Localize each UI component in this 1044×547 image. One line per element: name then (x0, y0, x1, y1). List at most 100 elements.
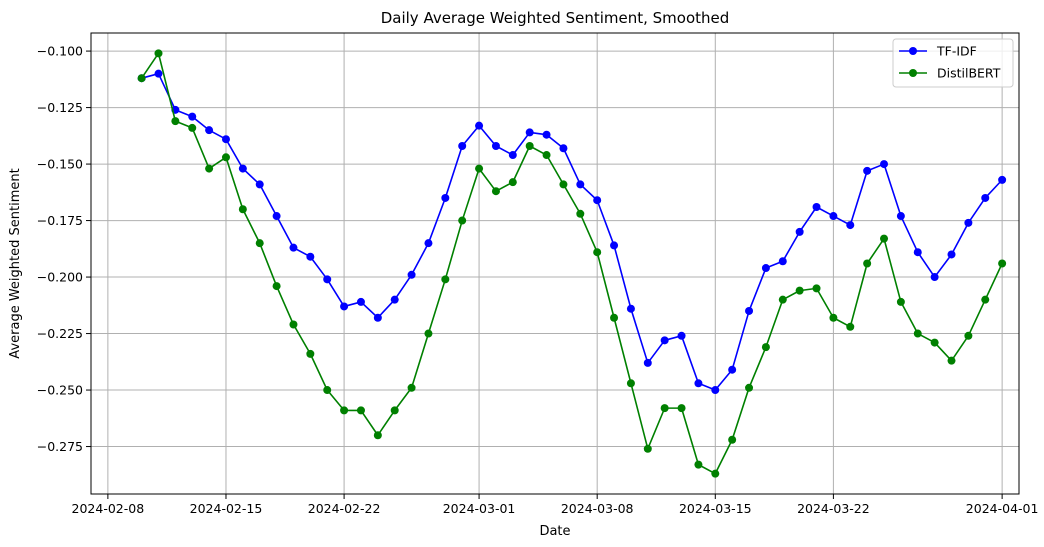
data-point-tfidf (593, 196, 602, 205)
data-point-distilbert (913, 329, 922, 338)
data-point-distilbert (863, 259, 872, 268)
data-point-tfidf (761, 264, 770, 273)
series-line-distilbert (140, 52, 1003, 475)
data-point-tfidf (610, 241, 619, 250)
x-tick-label: 2024-03-01 (443, 501, 516, 516)
data-point-distilbert (491, 187, 500, 196)
data-point-distilbert (238, 205, 247, 214)
data-point-tfidf (930, 273, 939, 282)
y-tick-label: −0.150 (37, 157, 83, 172)
data-point-distilbert (188, 123, 197, 132)
data-point-distilbert (154, 49, 163, 58)
chart-title: Daily Average Weighted Sentiment, Smooth… (381, 9, 730, 27)
legend-distilbert-label: DistilBERT (937, 66, 1001, 81)
x-tick-label: 2024-03-15 (679, 501, 752, 516)
data-point-distilbert (508, 178, 517, 187)
data-point-tfidf (441, 193, 450, 202)
y-tick-label: −0.100 (37, 44, 83, 59)
data-point-tfidf (188, 112, 197, 121)
data-point-tfidf (660, 336, 669, 345)
data-point-tfidf (896, 212, 905, 221)
data-point-tfidf (306, 252, 315, 261)
data-point-distilbert (424, 329, 433, 338)
data-point-tfidf (373, 313, 382, 322)
y-tick-label: −0.225 (37, 326, 83, 341)
data-point-distilbert (593, 248, 602, 257)
data-point-distilbert (778, 295, 787, 304)
x-tick-label: 2024-02-22 (308, 501, 381, 516)
data-point-tfidf (272, 212, 281, 221)
series-line-tfidf (141, 72, 1003, 391)
x-tick-label: 2024-04-01 (966, 501, 1039, 516)
data-point-tfidf (880, 160, 889, 169)
data-point-distilbert (728, 435, 737, 444)
data-point-distilbert (880, 234, 889, 243)
data-point-tfidf (458, 141, 467, 150)
data-point-tfidf (491, 141, 500, 150)
data-point-distilbert (475, 164, 484, 173)
data-point-tfidf (390, 295, 399, 304)
series-layer (137, 49, 1007, 478)
data-point-distilbert (711, 469, 720, 478)
data-point-distilbert (323, 386, 332, 395)
legend-tfidf-marker (909, 47, 917, 55)
data-point-tfidf (846, 221, 855, 230)
plot-frame (90, 32, 1020, 495)
data-point-tfidf (947, 250, 956, 259)
data-point-distilbert (441, 275, 450, 284)
legend-tfidf-label: TF-IDF (936, 44, 977, 59)
data-point-tfidf (778, 257, 787, 266)
x-tick-label: 2024-03-08 (561, 501, 634, 516)
y-tick-label: −0.275 (37, 439, 83, 454)
data-point-distilbert (390, 406, 399, 415)
axis-ticks: 2024-02-08 2024-02-15 2024-02-22 2024-03-01… (37, 44, 1039, 516)
y-tick-label: −0.125 (37, 100, 83, 115)
data-point-tfidf (576, 180, 585, 189)
data-point-distilbert (896, 297, 905, 306)
data-point-tfidf (323, 275, 332, 284)
data-point-distilbert (289, 320, 298, 329)
data-point-distilbert (930, 338, 939, 347)
data-point-distilbert (846, 322, 855, 331)
data-point-distilbert (694, 460, 703, 469)
data-point-tfidf (542, 130, 551, 139)
grid (91, 33, 1019, 494)
legend: TF-IDF DistilBERT (892, 38, 1014, 88)
data-point-distilbert (255, 239, 264, 248)
data-point-tfidf (475, 121, 484, 130)
data-point-tfidf (559, 144, 568, 153)
data-point-distilbert (272, 282, 281, 291)
data-point-tfidf (221, 135, 230, 144)
data-point-distilbert (458, 216, 467, 225)
data-point-distilbert (964, 331, 973, 340)
data-point-tfidf (643, 358, 652, 367)
data-point-tfidf (913, 248, 922, 257)
data-point-distilbert (812, 284, 821, 293)
x-tick-label: 2024-02-15 (190, 501, 263, 516)
data-point-tfidf (289, 243, 298, 252)
data-point-tfidf (205, 126, 214, 135)
data-point-tfidf (424, 239, 433, 248)
data-point-distilbert (407, 383, 416, 392)
y-tick-label: −0.200 (37, 270, 83, 285)
data-point-distilbert (373, 431, 382, 440)
data-point-distilbert (306, 349, 315, 358)
x-axis-label: Date (539, 524, 570, 539)
data-point-distilbert (643, 444, 652, 453)
data-point-distilbert (626, 379, 635, 388)
data-point-tfidf (340, 302, 349, 311)
data-point-distilbert (542, 151, 551, 160)
data-point-tfidf (964, 218, 973, 227)
data-point-tfidf (525, 128, 534, 137)
data-point-tfidf (745, 306, 754, 315)
data-point-distilbert (829, 313, 838, 322)
data-point-tfidf (626, 304, 635, 313)
data-point-distilbert (137, 74, 146, 83)
data-point-distilbert (947, 356, 956, 365)
y-tick-label: −0.250 (37, 383, 83, 398)
data-point-distilbert (998, 259, 1007, 268)
data-point-tfidf (711, 386, 720, 395)
data-point-distilbert (559, 180, 568, 189)
data-point-tfidf (694, 379, 703, 388)
